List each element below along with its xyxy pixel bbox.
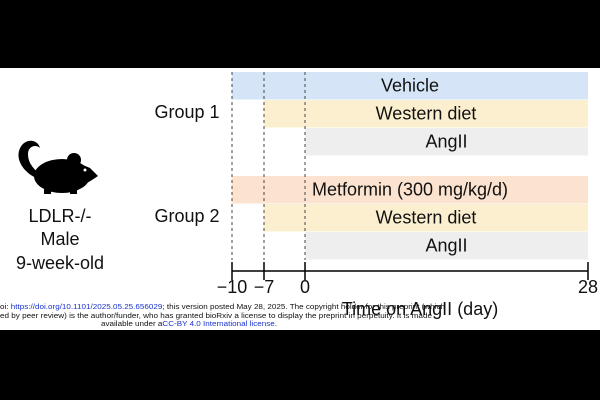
timeline-bar — [232, 72, 588, 100]
bar-label: Metformin (300 mg/kg/d) — [312, 180, 508, 200]
timeline-bar — [264, 100, 588, 128]
footer-text: . — [275, 321, 277, 328]
subject-line: 9-week-old — [16, 253, 104, 273]
footer-text: oi: — [0, 304, 11, 311]
timeline-bar — [305, 128, 588, 156]
tick-label: 28 — [578, 277, 598, 297]
bar-label: Western diet — [376, 208, 477, 228]
timeline-bar — [232, 176, 588, 204]
tick-label: −10 — [217, 277, 248, 297]
group-label: Group 1 — [154, 102, 219, 122]
timeline-bar — [305, 232, 588, 260]
footer-line: available under a CC-BY 4.0 International… — [101, 321, 277, 328]
bar-label: AngII — [425, 132, 467, 152]
tick-label: −7 — [254, 277, 275, 297]
subject-line: Male — [40, 229, 79, 249]
license-link[interactable]: CC-BY 4.0 International license — [162, 321, 274, 328]
footer-text: ; this version posted May 28, 2025. The … — [162, 304, 445, 311]
tick-label: 0 — [300, 277, 310, 297]
bar-label: Western diet — [376, 104, 477, 124]
group-label: Group 2 — [154, 206, 219, 226]
footer-line: oi: https://doi.org/10.1101/2025.05.25.6… — [0, 304, 445, 311]
doi-link[interactable]: https://doi.org/10.1101/2025.05.25.65602… — [11, 304, 163, 311]
bar-label: Vehicle — [381, 76, 439, 96]
mouse-icon — [18, 140, 98, 194]
timeline-bar — [264, 204, 588, 232]
axis-label: Time on AngII (day) — [342, 299, 498, 319]
footer-text: available under a — [101, 321, 163, 328]
subject-line: LDLR-/- — [28, 206, 91, 226]
bar-label: AngII — [425, 236, 467, 256]
footer-line: ed by peer review) is the author/funder,… — [0, 313, 432, 320]
